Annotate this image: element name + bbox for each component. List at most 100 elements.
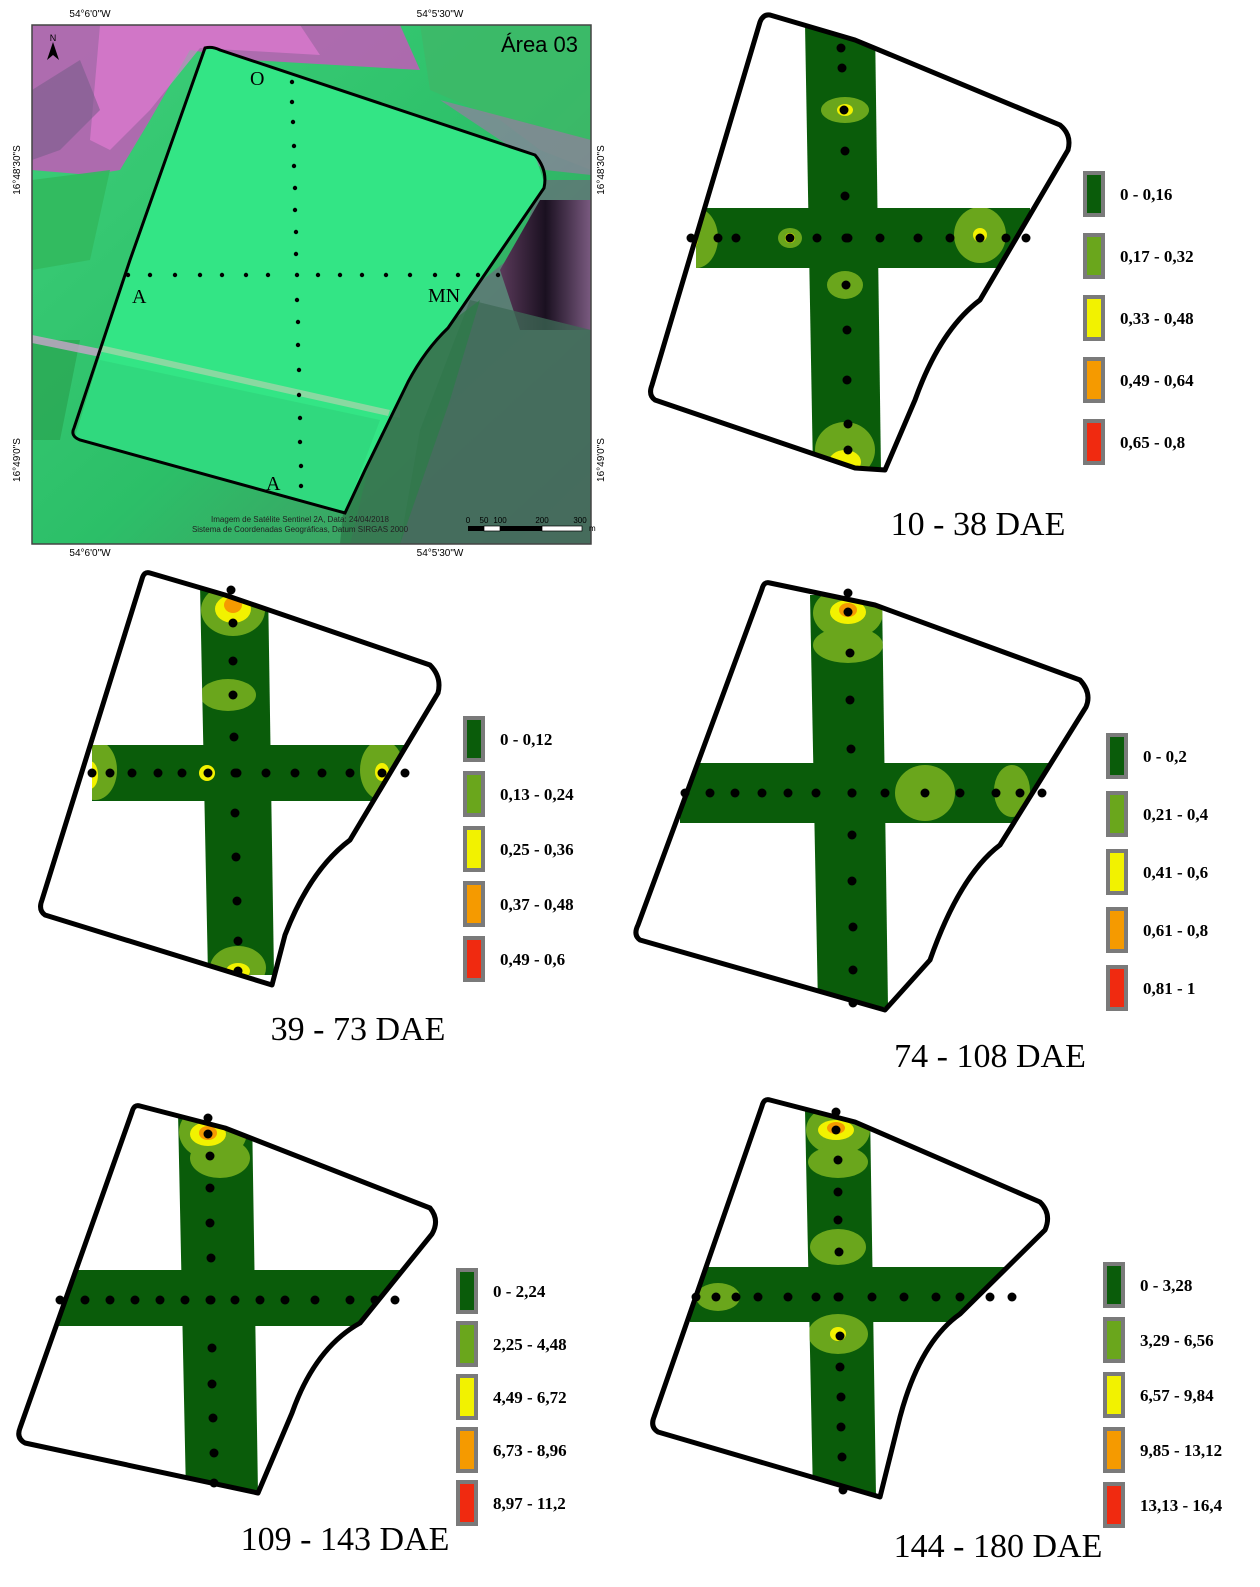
sample-point (390, 1295, 400, 1305)
sample-point (880, 788, 890, 798)
sample-point (280, 1295, 290, 1305)
field-boundary (633, 580, 1091, 1013)
sample-point (839, 105, 849, 115)
sample-point (87, 768, 97, 778)
field-boundary (648, 12, 1072, 473)
legend-label: 0 - 0,12 (500, 730, 552, 749)
legend-swatch (1106, 965, 1128, 1011)
legend-label: 6,57 - 9,84 (1140, 1386, 1214, 1405)
sample-point (1015, 788, 1025, 798)
legend-swatch (1106, 849, 1128, 895)
sample-point (296, 392, 302, 398)
caption-panel-5: 144 - 180 DAE (894, 1528, 1103, 1565)
sample-point (945, 233, 955, 243)
sample-point (833, 1187, 843, 1197)
sample-point (833, 1292, 843, 1302)
legend-label: 3,29 - 6,56 (1140, 1331, 1214, 1350)
label-a-bottom: A (266, 473, 281, 495)
sample-point (843, 607, 853, 617)
sample-point (230, 808, 240, 818)
satellite-map: N Área 03 O A MN A 54°6'0"W 54°5'30"W 54… (12, 9, 607, 559)
sample-point (831, 1125, 841, 1135)
sample-point (130, 1295, 140, 1305)
legend-label: 0,81 - 1 (1143, 979, 1195, 998)
label-a-left: A (132, 286, 147, 308)
sample-point (730, 788, 740, 798)
sample-point (205, 1151, 215, 1161)
sample-point (293, 251, 299, 257)
sample-point (836, 43, 846, 53)
sample-point (713, 233, 723, 243)
class-zone (92, 761, 98, 789)
sample-point (209, 1478, 219, 1488)
sample-point (833, 1215, 843, 1225)
sample-point (203, 1113, 213, 1123)
sample-point (317, 768, 327, 778)
sample-point (219, 272, 225, 278)
legend-label: 0,21 - 0,4 (1143, 805, 1209, 824)
legend-swatch (456, 1480, 478, 1526)
sample-point (261, 768, 271, 778)
area-title: Área 03 (501, 32, 578, 57)
sample-point (847, 876, 857, 886)
sample-point (955, 788, 965, 798)
sample-point (783, 788, 793, 798)
sample-point (686, 233, 696, 243)
sample-point (207, 1379, 217, 1389)
sample-point (1007, 1292, 1017, 1302)
legend-panel-2: 0 - 0,12 0,13 - 0,24 0,25 - 0,36 0,37 - 0,4… (463, 716, 574, 982)
legend-label: 6,73 - 8,96 (493, 1441, 567, 1460)
sample-point (294, 297, 300, 303)
legend-swatch (1083, 171, 1105, 217)
sample-point (294, 272, 300, 278)
satellite-image (32, 25, 591, 544)
sample-point (290, 119, 296, 125)
sample-point (833, 1155, 843, 1165)
sample-point (105, 1295, 115, 1305)
sample-point (785, 233, 795, 243)
sample-point (207, 1343, 217, 1353)
class-zone (813, 627, 883, 663)
class-zone (696, 208, 718, 268)
interpolation-surface (92, 585, 415, 975)
sample-point (298, 483, 304, 489)
sample-point (843, 588, 853, 598)
sample-point (731, 1292, 741, 1302)
legend-panel-4: 0 - 2,24 2,25 - 4,48 4,49 - 6,72 6,73 - 8,9… (456, 1268, 567, 1526)
credit-line-1: Imagem de Satélite Sentinel 2A, Data: 24… (211, 515, 389, 524)
map-panel-5: 0 - 3,28 3,29 - 6,56 6,57 - 9,84 9,85 - 13,… (650, 1097, 1223, 1565)
legend-label: 0,49 - 0,64 (1120, 371, 1194, 390)
sampling-points (125, 79, 501, 489)
sample-point (1037, 788, 1047, 798)
sample-point (680, 788, 690, 798)
sample-point (931, 1292, 941, 1302)
sample-point (731, 233, 741, 243)
sample-point (847, 830, 857, 840)
sample-point (370, 1295, 380, 1305)
sample-point (293, 229, 299, 235)
legend-panel-3: 0 - 0,2 0,21 - 0,4 0,41 - 0,6 0,61 - 0,8 0,8… (1106, 733, 1209, 1011)
sample-point (407, 272, 413, 278)
legend-label: 0,17 - 0,32 (1120, 247, 1194, 266)
caption-panel-2: 39 - 73 DAE (271, 1011, 446, 1048)
legend-label: 0,61 - 0,8 (1143, 921, 1208, 940)
legend-swatch (463, 771, 485, 817)
legend-label: 0 - 2,24 (493, 1282, 546, 1301)
sample-point (295, 319, 301, 325)
sample-point (177, 768, 187, 778)
sample-point (228, 656, 238, 666)
sample-point (837, 63, 847, 73)
sample-point (289, 99, 295, 105)
sample-point (232, 896, 242, 906)
north-arrow-icon: N (47, 33, 59, 60)
legend-swatch (456, 1427, 478, 1473)
sample-point (848, 922, 858, 932)
legend-label: 0,33 - 0,48 (1120, 309, 1194, 328)
sample-point (811, 788, 821, 798)
coord-bottom-left: 54°6'0"W (69, 548, 111, 559)
sample-point (400, 768, 410, 778)
sample-point (812, 233, 822, 243)
sample-point (377, 768, 387, 778)
caption-panel-4: 109 - 143 DAE (241, 1521, 450, 1558)
